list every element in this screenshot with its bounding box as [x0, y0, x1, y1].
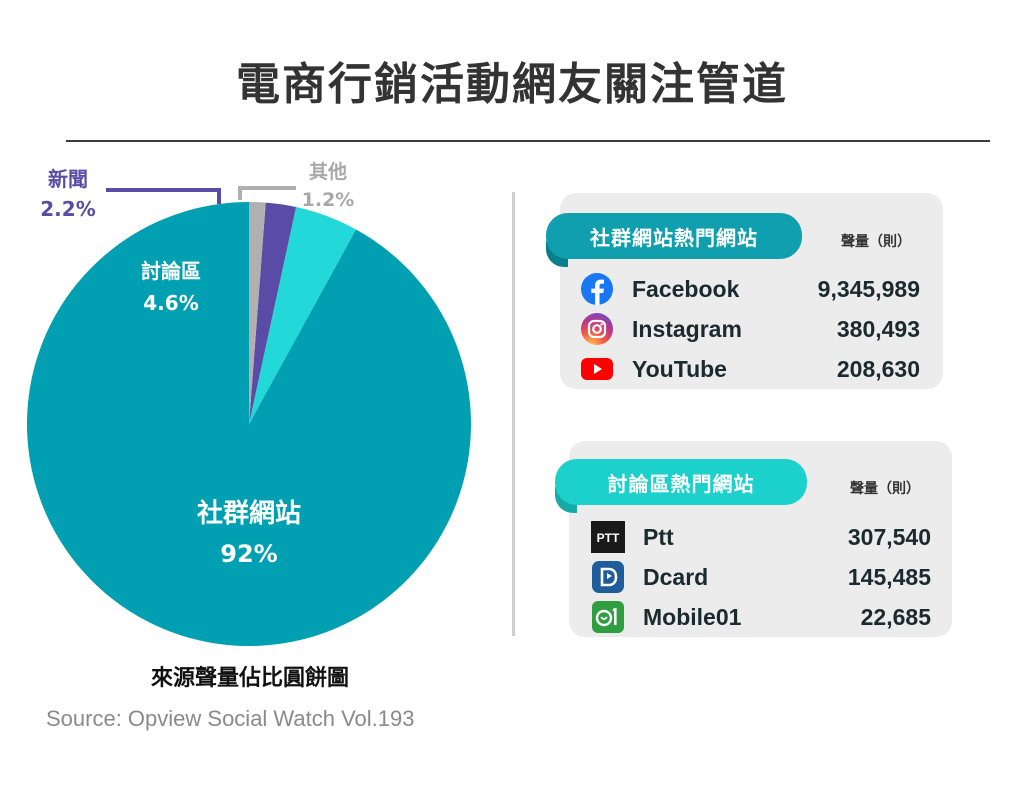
volume-label: 聲量（則） [841, 234, 911, 250]
list-item-facebook: Facebook 9,345,989 [580, 269, 920, 309]
list-item-youtube: YouTube 208,630 [580, 349, 920, 389]
mobile01-icon [591, 600, 625, 634]
other-callout-line [238, 186, 296, 200]
vertical-divider [512, 192, 515, 636]
ptt-icon-text: PTT [597, 531, 620, 545]
ptt-icon: PTT [591, 520, 625, 554]
slice-value-social: 92% [220, 540, 277, 568]
slice-other [249, 202, 266, 424]
social-banner: 社群網站熱門網站 [546, 213, 802, 259]
site-name: Mobile01 [643, 603, 742, 630]
site-name: Instagram [632, 315, 742, 342]
page-title: 電商行銷活動網友關注管道 [236, 59, 788, 110]
site-name: Facebook [632, 275, 740, 302]
news-callout-line [106, 188, 221, 204]
social-sites-card: 社群網站熱門網站 聲量（則） Facebook 9,345,989 [546, 193, 943, 389]
slice-value-news: 2.2% [40, 197, 95, 221]
list-item-ptt: PTT Ptt 307,540 [591, 517, 931, 557]
site-name: Dcard [643, 563, 709, 590]
site-volume: 380,493 [836, 315, 920, 342]
site-volume: 9,345,989 [817, 275, 920, 302]
site-volume: 307,540 [847, 523, 931, 550]
slice-news [249, 202, 297, 424]
slice-forum [249, 207, 356, 424]
facebook-icon [580, 272, 614, 306]
source-share-pie-chart: 社群網站 92% 討論區 4.6% 新聞 2.2% 其他 1.2% [27, 160, 472, 647]
instagram-icon [580, 312, 614, 346]
site-volume: 22,685 [860, 603, 931, 630]
forum-sites-card: 討論區熱門網站 聲量（則） PTT Ptt 307,540 Dcard 14 [555, 441, 952, 637]
slice-value-forum: 4.6% [143, 291, 198, 315]
site-volume: 208,630 [836, 355, 920, 382]
site-name: Ptt [643, 523, 674, 550]
slice-label-social: 社群網站 [197, 498, 301, 529]
slice-label-forum: 討論區 [141, 259, 201, 283]
source-note: Source: Opview Social Watch Vol.193 [46, 706, 415, 731]
site-name: YouTube [632, 355, 727, 382]
slice-label-other: 其他 [309, 160, 347, 183]
list-item-instagram: Instagram 380,493 [580, 309, 920, 349]
volume-label: 聲量（則） [850, 481, 920, 497]
slice-social [27, 202, 472, 647]
forum-banner: 討論區熱門網站 [555, 459, 807, 505]
slice-value-other: 1.2% [302, 189, 355, 211]
slice-label-news: 新聞 [48, 167, 88, 191]
list-item-dcard: Dcard 145,485 [591, 557, 931, 597]
list-item-mobile01: Mobile01 22,685 [591, 597, 931, 637]
title-divider [66, 140, 990, 142]
youtube-icon [580, 352, 614, 386]
dcard-icon [591, 560, 625, 594]
pie-caption: 來源聲量佔比圓餅圖 [150, 666, 349, 691]
site-volume: 145,485 [847, 563, 931, 590]
